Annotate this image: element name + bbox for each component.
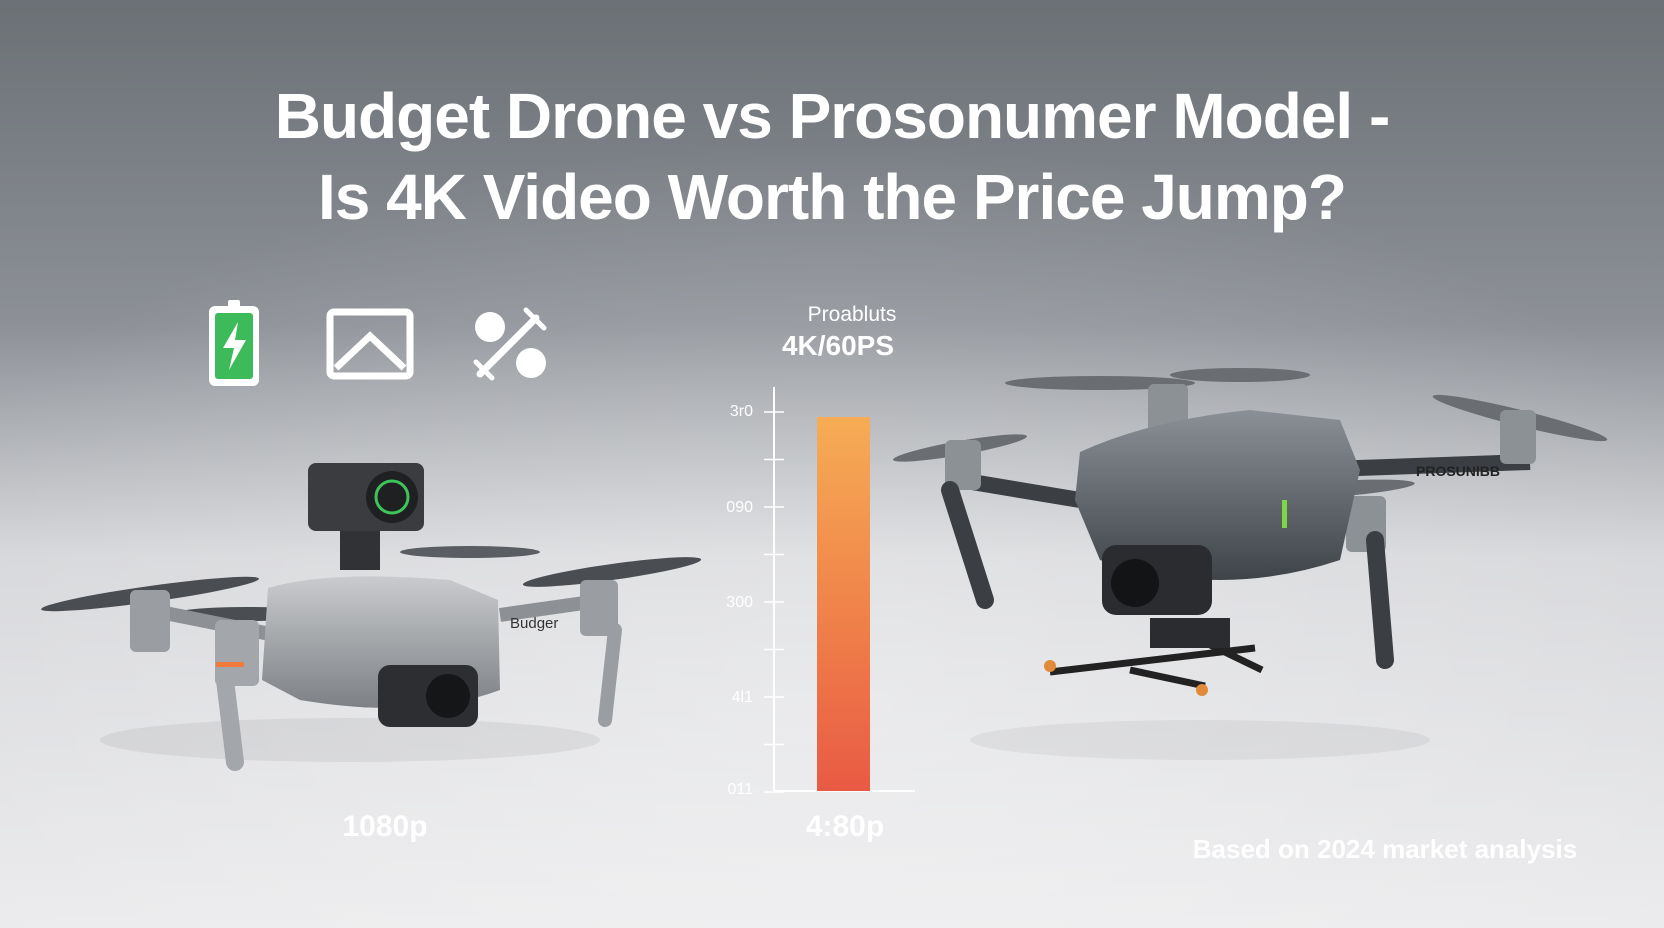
budget-drone: Budger [41,463,702,771]
bar-label: 4:80p [806,810,884,843]
bar-header: Proabluts [808,303,897,326]
battery-icon [209,300,259,386]
ticks [764,411,784,793]
axis-label: 300 [726,594,753,611]
prosumer-drone: PROSUNIBB [893,368,1608,760]
bar-subheader: 4K/60PS [782,330,894,361]
bar [817,417,870,791]
drone-text: PROSUNIBB [1416,463,1500,479]
drone-text: Budger [510,615,558,632]
title-line: Is 4K Video Worth the Price Jump? [318,161,1346,233]
axis-label: 011 [727,781,753,798]
axis-label: 090 [726,499,753,516]
left-label: 1080p [342,810,427,843]
axis-label: 3r0 [730,403,753,420]
title-line: Budget Drone vs Prosonumer Model - [275,80,1390,152]
axis-label: 4l1 [732,689,753,706]
tools-icon [473,307,547,381]
image-icon [326,308,414,380]
footnote: Based on 2024 market analysis [1193,834,1577,864]
